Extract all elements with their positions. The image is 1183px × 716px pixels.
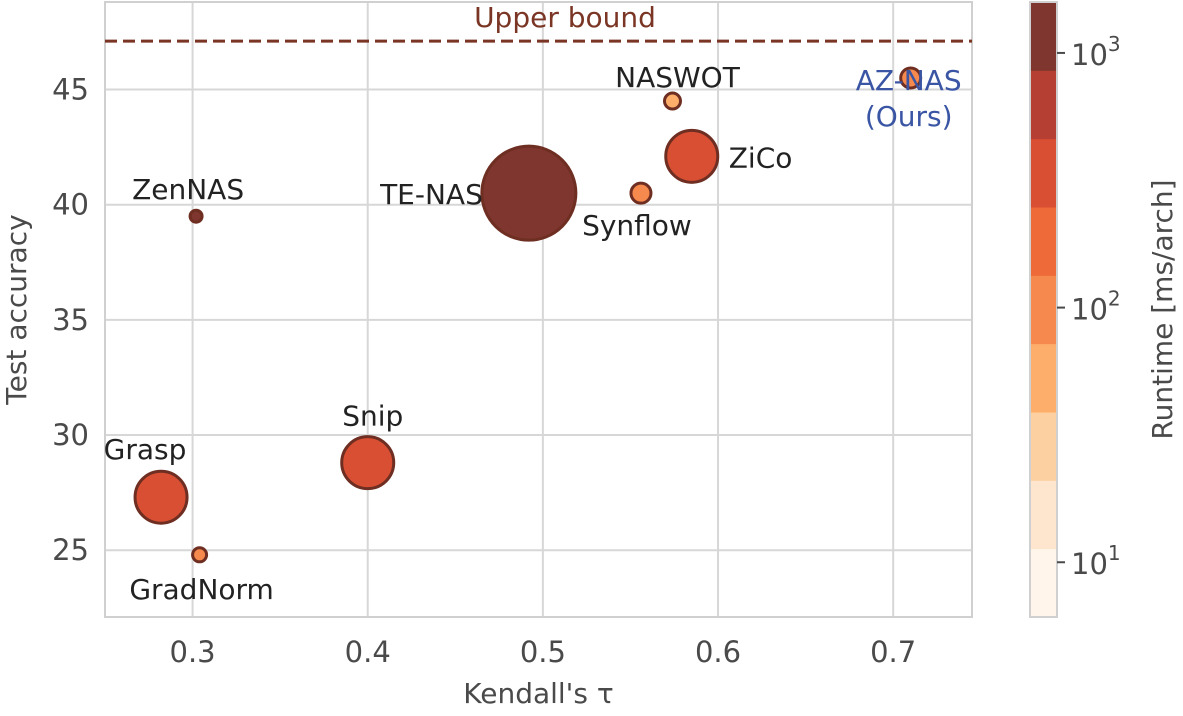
colorbar-segment [1030, 548, 1057, 618]
colorbar-tick-exp: 3 [1108, 32, 1121, 56]
colorbar-tick-exp: 2 [1108, 287, 1121, 311]
point-label-line: Grasp [104, 433, 187, 466]
colorbar-tick-base: 10 [1071, 293, 1108, 327]
point-label-line: ZenNAS [132, 173, 244, 206]
colorbar-segment [1030, 70, 1057, 140]
y-axis-label: Test accuracy [0, 214, 33, 405]
colorbar-frame [1029, 1, 1058, 618]
upper-bound-label: Upper bound [474, 1, 656, 34]
point-label-line: AZ-NAS [856, 64, 962, 97]
point-label: Snip [342, 400, 403, 433]
x-tick-label: 0.7 [870, 635, 916, 669]
colorbar-tick-label: 102 [1071, 287, 1121, 327]
point-grasp [133, 469, 189, 525]
point-label: ZenNAS [132, 173, 244, 206]
point-label: ZiCo [729, 141, 793, 174]
colorbar-tick-base: 10 [1071, 38, 1108, 72]
colorbar-segment [1030, 412, 1057, 481]
point-label-line: (Ours) [865, 100, 953, 133]
colorbar-segment [1030, 275, 1057, 345]
y-tick-label: 40 [52, 188, 89, 222]
y-tick-label: 30 [52, 418, 89, 452]
point-label-line: Synflow [582, 209, 692, 242]
x-tick-label: 0.3 [170, 635, 216, 669]
point-label-line: NASWOT [615, 61, 741, 94]
point-label-line: Snip [342, 400, 403, 433]
point-snip [340, 435, 396, 491]
point-az-nas-ours- [899, 66, 923, 90]
colorbar-label: Runtime [ms/arch] [1146, 179, 1179, 439]
x-axis-label: Kendall's τ [463, 677, 613, 710]
point-label: TE-NAS [379, 178, 483, 211]
colorbar-segment [1030, 2, 1057, 71]
point-label-line: ZiCo [729, 141, 793, 174]
point-label: NASWOT [615, 61, 741, 94]
colorbar-tick-label: 101 [1071, 541, 1121, 581]
point-zico [664, 128, 720, 184]
colorbar-segment [1030, 480, 1057, 550]
colorbar-tick-exp: 1 [1108, 541, 1121, 565]
x-tick-label: 0.6 [695, 635, 741, 669]
y-tick-label: 45 [52, 73, 89, 107]
point-zennas [188, 208, 204, 224]
colorbar-tick-label: 103 [1071, 32, 1121, 72]
point-synflow [629, 181, 653, 205]
point-te-nas [480, 144, 578, 242]
x-tick-label: 0.4 [345, 635, 391, 669]
x-tick-label: 0.5 [520, 635, 566, 669]
point-label: Synflow [582, 209, 692, 242]
colorbar-segment [1030, 343, 1057, 413]
point-label: GradNorm [129, 573, 274, 606]
point-label-line: GradNorm [129, 573, 274, 606]
plot-frame [104, 1, 973, 618]
points [133, 66, 923, 564]
point-naswot [662, 91, 682, 111]
colorbar-segment [1030, 138, 1057, 208]
gridlines [105, 2, 972, 617]
colorbar-segment [1030, 207, 1057, 276]
point-label-line: TE-NAS [379, 178, 483, 211]
point-gradnorm [191, 546, 209, 564]
y-tick-label: 35 [52, 303, 89, 337]
point-label: AZ-NAS (Ours) [856, 64, 962, 133]
y-tick-label: 25 [52, 533, 89, 567]
point-label: Grasp [104, 433, 187, 466]
colorbar-tick-base: 10 [1071, 547, 1108, 581]
